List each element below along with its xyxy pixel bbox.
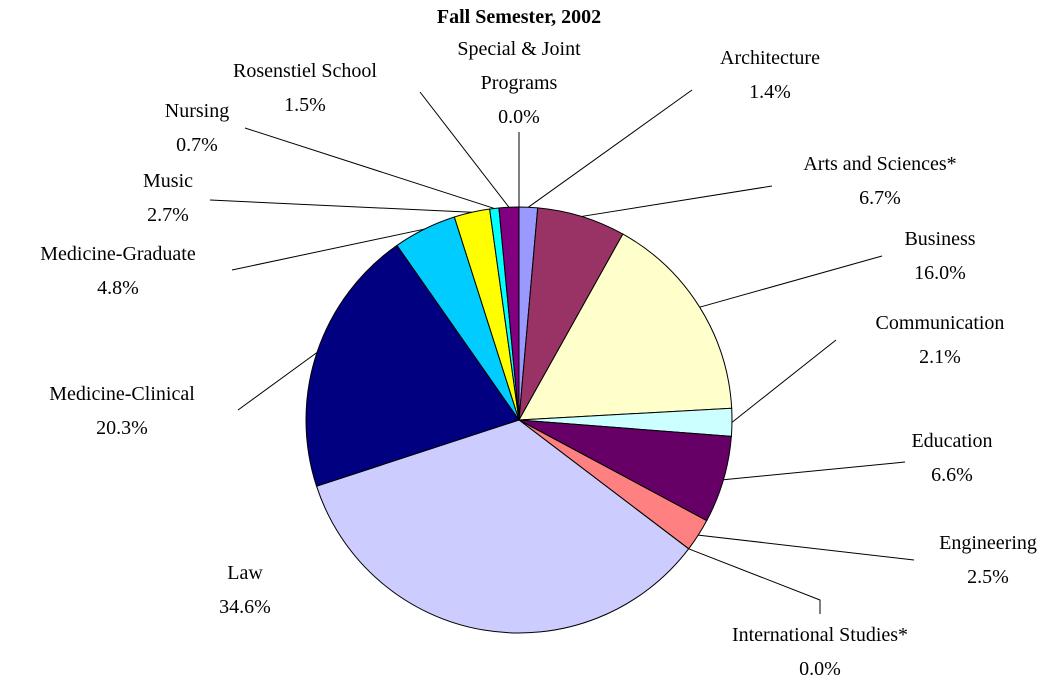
leader-line (723, 461, 906, 481)
leader-line (688, 548, 821, 614)
value-label: 0.7% (176, 134, 218, 156)
slice-label: Engineering 2.5% (939, 526, 1037, 594)
category-label: Medicine-Graduate (40, 243, 196, 265)
category-label: Business (904, 228, 976, 250)
category-label: International Studies* (731, 624, 909, 646)
slice-label: Rosenstiel School 1.5% (233, 54, 377, 122)
leader-line (731, 339, 837, 423)
leader-line (699, 255, 883, 308)
category-label: Arts and Sciences* (803, 153, 957, 175)
leader-line (209, 199, 472, 213)
slice-label: Business 16.0% (904, 222, 975, 290)
slice-label: Special & Joint Programs 0.0% (434, 32, 604, 134)
value-label: 34.6% (219, 596, 271, 618)
value-label: 6.6% (931, 464, 973, 486)
value-label: 20.3% (96, 417, 148, 439)
slice-label: Communication 2.1% (876, 306, 1005, 374)
slice-label: International Studies* 0.0% (732, 618, 908, 683)
value-label: 0.0% (498, 106, 540, 128)
value-label: 2.7% (147, 204, 189, 226)
value-label: 0.0% (799, 658, 841, 680)
leader-line (581, 185, 773, 217)
category-label: Medicine-Clinical (49, 383, 195, 405)
category-label: Music (143, 170, 193, 192)
leader-line (528, 89, 693, 208)
slice-label: Education 6.6% (911, 424, 992, 492)
category-label: Rosenstiel School (233, 60, 377, 82)
leader-line (244, 127, 495, 209)
category-label: Special & Joint Programs (457, 38, 581, 94)
category-label: Engineering (939, 532, 1037, 554)
slice-label: Nursing 0.7% (165, 94, 229, 162)
category-label: Communication (875, 312, 1005, 334)
category-label: Nursing (164, 100, 230, 122)
category-label: Architecture (720, 47, 820, 69)
value-label: 1.5% (284, 94, 326, 116)
value-label: 1.4% (749, 81, 791, 103)
category-label: Law (227, 562, 263, 584)
value-label: 16.0% (914, 262, 966, 284)
slice-label: Law 34.6% (219, 556, 271, 624)
pie-slice (315, 419, 690, 634)
value-label: 2.5% (967, 566, 1009, 588)
value-label: 6.7% (859, 187, 901, 209)
value-label: 4.8% (97, 277, 139, 299)
leader-line (698, 534, 915, 561)
pie-slice (305, 244, 520, 487)
leader-line (419, 91, 510, 208)
slice-label: Medicine-Clinical 20.3% (49, 377, 195, 445)
value-label: 2.1% (919, 346, 961, 368)
leader-line (237, 352, 318, 411)
chart-title: Fall Semester, 2002 (436, 6, 602, 28)
slice-label: Architecture 1.4% (720, 41, 820, 109)
slice-label: Arts and Sciences* 6.7% (803, 147, 956, 215)
category-label: Education (911, 430, 993, 452)
leader-line (231, 228, 425, 271)
slice-label: Music 2.7% (143, 164, 193, 232)
slice-label: Medicine-Graduate 4.8% (40, 237, 195, 305)
